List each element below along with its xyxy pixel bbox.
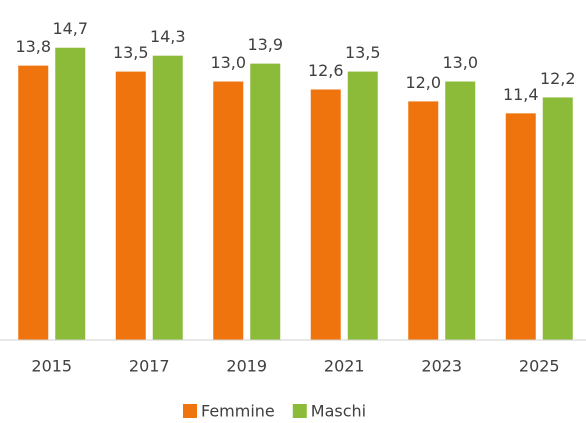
value-label: 13,5 (113, 43, 149, 62)
value-label: 12,0 (405, 73, 441, 92)
legend-label: Maschi (311, 402, 366, 421)
value-label: 13,9 (247, 35, 283, 54)
value-label: 14,3 (150, 27, 186, 46)
bar (18, 65, 49, 340)
bar (347, 71, 378, 341)
value-label: 12,2 (540, 69, 576, 88)
bar (542, 97, 573, 340)
value-label: 13,0 (442, 53, 478, 72)
bar (250, 63, 281, 341)
value-label: 12,6 (308, 61, 344, 80)
value-label: 13,0 (210, 53, 246, 72)
value-label: 13,5 (345, 43, 381, 62)
value-label: 11,4 (503, 85, 539, 104)
x-tick-label: 2021 (324, 357, 365, 376)
bar (445, 81, 476, 340)
x-tick-label: 2017 (129, 357, 170, 376)
bar (213, 81, 244, 340)
x-tick-label: 2025 (519, 357, 560, 376)
bar (115, 71, 146, 341)
value-label: 14,7 (52, 19, 88, 38)
bar (152, 55, 183, 341)
legend-swatch (292, 404, 307, 418)
bar (408, 101, 439, 340)
legend-label: Femmine (201, 402, 275, 421)
value-label: 13,8 (15, 37, 51, 56)
bar (310, 89, 341, 340)
x-tick-label: 2015 (31, 357, 72, 376)
x-tick-label: 2023 (421, 357, 462, 376)
x-tick-label: 2019 (226, 357, 267, 376)
legend-swatch (183, 404, 197, 418)
bar (505, 113, 536, 340)
bar (55, 47, 86, 341)
